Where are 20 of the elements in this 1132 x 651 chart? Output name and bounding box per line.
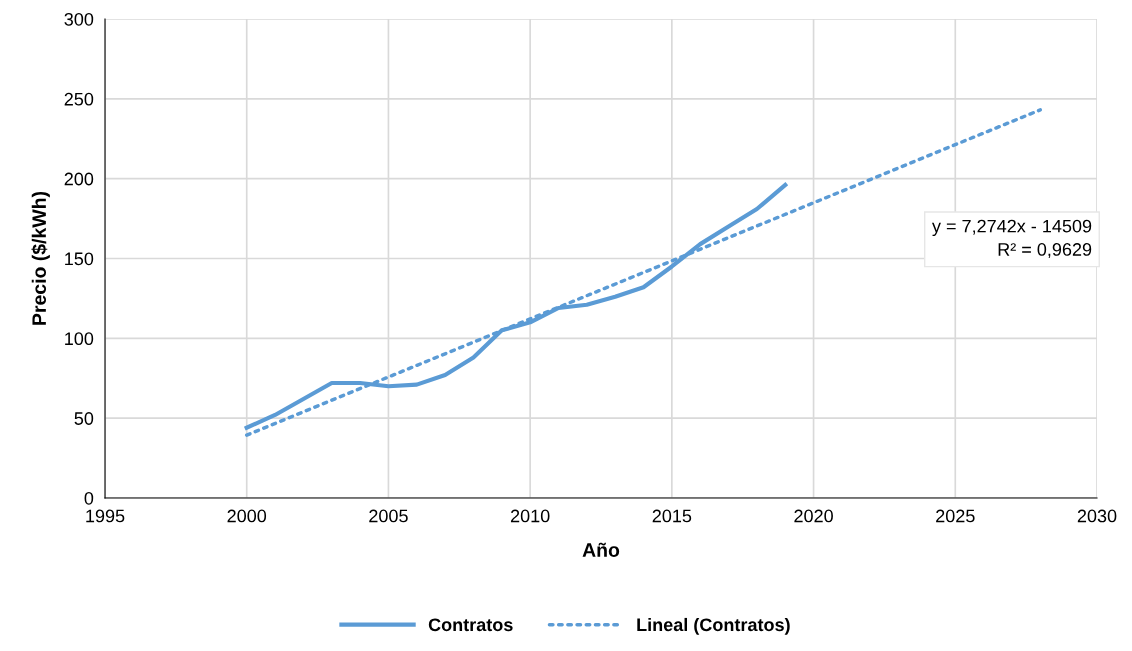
x-tick-label: 2005 xyxy=(369,509,408,523)
y-tick-label: 300 xyxy=(64,12,94,26)
y-tick-label: 250 xyxy=(64,92,94,106)
x-tick-label: 2015 xyxy=(652,509,692,523)
x-axis-title: Año xyxy=(582,542,620,557)
y-tick-label: 150 xyxy=(65,252,94,266)
y-tick-label: 100 xyxy=(65,332,94,346)
x-tick-label: 2030 xyxy=(1077,509,1117,523)
x-tick-label: 1995 xyxy=(86,509,125,523)
x-tick-label: 2025 xyxy=(936,509,975,523)
legend-label: Lineal (Contratos) xyxy=(637,617,790,635)
annotation: y = 7,2742x - 14509 R² = 0,9629 xyxy=(931,219,1092,259)
y-tick-label: 0 xyxy=(84,491,94,505)
y-tick-label: 50 xyxy=(74,412,94,425)
x-tick-label: 2010 xyxy=(510,509,550,523)
y-tick-label: 200 xyxy=(64,172,94,186)
x-tick-label: 2020 xyxy=(794,509,833,523)
legend-label: Contratos xyxy=(428,618,513,632)
x-tick-label: 2000 xyxy=(227,509,267,523)
y-axis-title: Precio ($/kWh) xyxy=(31,191,50,325)
